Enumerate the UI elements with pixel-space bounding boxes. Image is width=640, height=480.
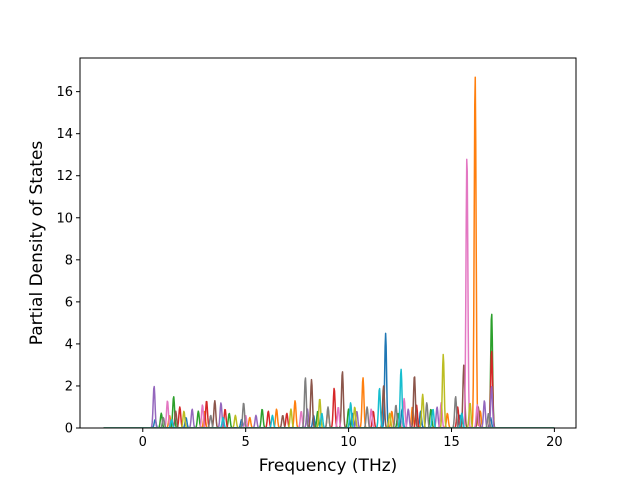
y-tick-label: 4: [65, 337, 73, 352]
x-tick-label: 10: [340, 435, 357, 450]
y-tick-label: 12: [56, 169, 73, 184]
series-line-7: [103, 158, 555, 428]
y-tick-label: 16: [56, 85, 73, 100]
x-tick-label: 15: [443, 435, 460, 450]
series-line-8: [103, 377, 555, 428]
y-tick-label: 0: [65, 422, 73, 437]
y-tick-label: 2: [65, 379, 73, 394]
y-tick-label: 10: [56, 211, 73, 226]
y-axis: 0 2 4 6 8 10 12 14 16: [56, 85, 80, 437]
x-tick-label: 0: [139, 435, 147, 450]
x-tick-label: 20: [546, 435, 563, 450]
y-tick-label: 14: [56, 127, 73, 142]
y-tick-label: 6: [65, 295, 73, 310]
x-axis-label: Frequency (THz): [259, 456, 398, 476]
x-tick-label: 5: [242, 435, 250, 450]
series-line-4: [103, 350, 555, 428]
y-tick-label: 8: [65, 253, 73, 268]
y-axis-label: Partial Density of States: [27, 141, 47, 346]
plot-frame: [79, 57, 577, 429]
x-axis: 0 5 10 15 20: [139, 428, 563, 450]
